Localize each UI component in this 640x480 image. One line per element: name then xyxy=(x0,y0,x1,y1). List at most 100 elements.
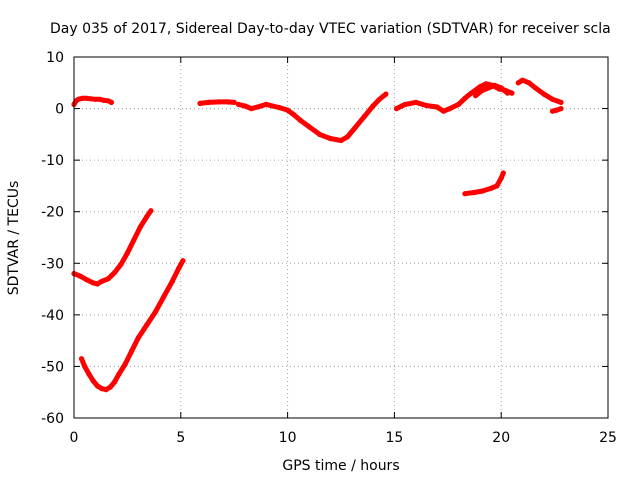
data-point xyxy=(498,175,504,181)
data-point xyxy=(505,90,511,96)
data-point xyxy=(216,99,222,105)
data-point xyxy=(485,85,491,91)
data-point xyxy=(90,280,96,286)
data-point xyxy=(455,101,462,107)
data-point xyxy=(148,208,154,214)
data-point xyxy=(161,294,167,300)
data-point xyxy=(376,96,382,102)
data-point xyxy=(124,250,130,256)
data-point xyxy=(558,99,564,105)
x-tick-label: 0 xyxy=(70,430,79,446)
data-point xyxy=(107,384,113,390)
data-point xyxy=(231,99,237,105)
data-point xyxy=(255,104,261,110)
data-point xyxy=(479,188,485,194)
data-point xyxy=(270,103,276,109)
data-point xyxy=(423,102,429,109)
y-tick-label: 0 xyxy=(55,102,64,118)
data-point xyxy=(317,131,323,137)
data-point xyxy=(462,95,468,101)
y-tick-label: -60 xyxy=(41,411,64,427)
data-point xyxy=(112,379,118,385)
y-tick-label: -30 xyxy=(41,256,64,272)
data-point xyxy=(108,99,114,105)
data-point xyxy=(532,85,539,91)
data-point xyxy=(99,386,105,392)
data-point xyxy=(116,371,122,377)
data-point xyxy=(297,117,303,123)
data-point xyxy=(473,93,479,99)
y-tick-label: 10 xyxy=(46,50,64,66)
data-point xyxy=(306,124,312,130)
data-point xyxy=(99,278,105,284)
data-point xyxy=(393,106,400,112)
data-point xyxy=(78,356,85,362)
data-point xyxy=(105,276,111,282)
data-point xyxy=(112,270,118,276)
data-point xyxy=(77,273,83,279)
data-point xyxy=(235,101,242,107)
data-point xyxy=(353,124,359,130)
grid xyxy=(74,57,608,418)
data-point xyxy=(131,237,137,243)
data-point xyxy=(383,91,389,97)
data-point xyxy=(135,335,141,341)
data-point xyxy=(526,80,532,86)
data-point xyxy=(206,99,212,105)
data-point xyxy=(494,183,500,189)
data-point xyxy=(434,104,440,110)
data-point xyxy=(413,99,419,105)
data-point xyxy=(468,90,474,96)
data-point xyxy=(79,95,86,101)
data-point xyxy=(462,191,468,197)
series-layer xyxy=(71,77,564,393)
data-point xyxy=(498,85,504,91)
data-point xyxy=(479,87,485,94)
data-point xyxy=(370,103,376,109)
data-point xyxy=(492,82,498,88)
data-point xyxy=(75,96,81,102)
data-point xyxy=(402,101,408,107)
y-axis-label: SDTVAR / TECUs xyxy=(6,181,22,296)
data-point xyxy=(176,265,182,271)
data-point xyxy=(242,103,248,109)
data-point xyxy=(82,363,88,369)
data-point xyxy=(291,112,297,118)
data-point xyxy=(361,113,368,119)
data-point xyxy=(118,261,124,267)
y-tick-label: -50 xyxy=(41,359,64,375)
data-point xyxy=(94,383,101,389)
data-point xyxy=(84,95,90,101)
x-tick-label: 10 xyxy=(279,430,297,446)
data-point xyxy=(554,107,560,113)
data-point xyxy=(144,214,150,220)
data-point xyxy=(520,77,526,83)
data-point xyxy=(94,281,101,287)
data-point xyxy=(92,96,98,102)
plot-frame xyxy=(73,56,609,419)
x-tick-label: 25 xyxy=(599,430,617,446)
x-axis-label: GPS time / hours xyxy=(282,458,399,474)
ticks: 0 5 10 15 20 25 10 0 -10 -20 -30 -40 -50 -60 xyxy=(41,50,617,446)
data-point xyxy=(129,348,135,354)
data-point xyxy=(487,185,494,192)
x-tick-label: 15 xyxy=(385,430,403,446)
data-point xyxy=(97,96,103,102)
data-point xyxy=(152,309,158,315)
y-tick-label: -40 xyxy=(41,308,64,324)
data-point xyxy=(440,108,447,114)
data-point xyxy=(558,106,564,112)
data-point xyxy=(103,387,109,393)
data-point xyxy=(169,278,175,284)
data-point xyxy=(338,137,344,144)
data-point xyxy=(276,104,282,111)
data-point xyxy=(344,134,350,140)
data-point xyxy=(549,108,556,114)
data-point xyxy=(86,371,92,377)
data-point xyxy=(549,96,556,102)
x-tick-label: 5 xyxy=(176,430,185,446)
data-point xyxy=(509,90,515,96)
data-point xyxy=(122,361,128,367)
data-point xyxy=(84,277,90,283)
